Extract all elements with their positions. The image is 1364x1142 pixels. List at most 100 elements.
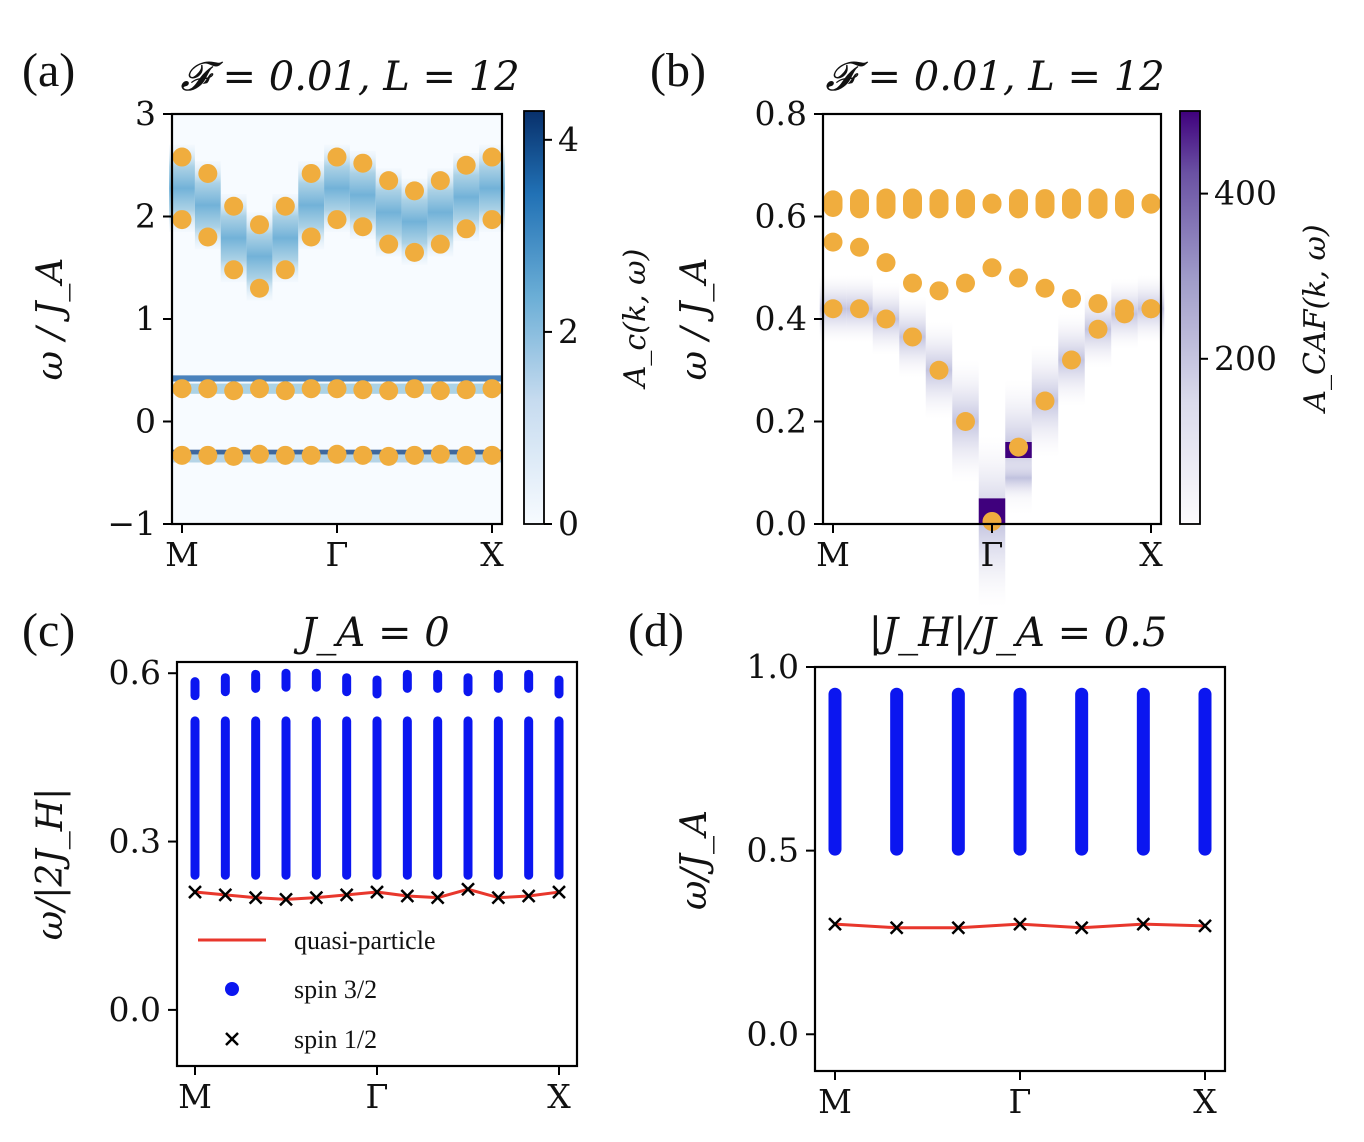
band-marker — [250, 278, 269, 298]
spin32-column — [1198, 687, 1212, 856]
band-marker — [956, 273, 975, 293]
band-marker — [456, 219, 476, 239]
band-marker — [903, 327, 922, 347]
spin32-top-cluster — [220, 673, 230, 697]
y-tick-label: 1.0 — [747, 647, 799, 686]
spin12-marker — [1136, 917, 1151, 931]
x-tick-label: X — [1193, 1082, 1217, 1121]
band-marker — [172, 210, 192, 230]
x-tick-label: Γ — [326, 535, 349, 574]
spin32-top-cluster — [493, 669, 503, 693]
spin12-marker — [218, 887, 233, 902]
y-tick-label: 0.5 — [747, 831, 799, 870]
spin32-column — [1136, 687, 1150, 856]
flat-band-marker — [1009, 189, 1028, 219]
panel-c-legend: quasi-particle spin 3/2 spin 1/2 — [198, 926, 436, 1054]
legend-spin12-label: spin 1/2 — [294, 1025, 377, 1054]
y-tick-label: 0.0 — [755, 504, 807, 543]
colorbar-tick-label: 400 — [1214, 174, 1277, 213]
band-marker — [1035, 391, 1055, 411]
panel-d-plot — [828, 687, 1212, 935]
flat-band-marker — [1141, 193, 1161, 214]
band-marker — [850, 299, 869, 319]
x-tick-label: M — [165, 535, 199, 574]
band-marker — [1088, 319, 1108, 339]
band-marker — [1062, 350, 1081, 370]
y-tick-label: 0.8 — [755, 94, 807, 133]
x-tick-label: X — [1139, 535, 1163, 574]
spin32-top-cluster — [402, 669, 412, 693]
band-marker — [275, 381, 295, 401]
band-marker — [327, 210, 347, 230]
panel-a-ylabel: ω / J_A — [30, 258, 71, 381]
band-marker — [876, 309, 896, 329]
spin32-top-cluster — [433, 669, 443, 693]
spin12-marker — [828, 917, 842, 931]
x-tick-label: M — [816, 535, 850, 574]
x-tick-label: Γ — [981, 535, 1004, 574]
band-marker — [405, 242, 424, 262]
band-marker — [430, 381, 450, 401]
band-marker — [198, 379, 218, 399]
panel-d-label: (d) — [628, 604, 684, 657]
band-marker — [929, 281, 949, 301]
panel-b-band-markers — [823, 188, 1161, 531]
band-marker — [430, 171, 450, 191]
legend-quasi-particle-label: quasi-particle — [294, 926, 436, 955]
x-tick-label: M — [178, 1077, 212, 1116]
band-marker — [379, 171, 399, 191]
band-marker — [430, 444, 450, 464]
band-marker — [456, 445, 476, 465]
spin32-column — [554, 716, 564, 880]
spin32-top-cluster — [524, 669, 534, 693]
band-marker — [198, 445, 218, 465]
spin32-column — [190, 716, 200, 880]
panel-b-colorbar — [1179, 110, 1201, 525]
band-marker — [275, 445, 295, 465]
spin32-top-cluster — [281, 668, 291, 692]
x-tick-label: Γ — [1009, 1082, 1032, 1121]
flat-band-marker — [823, 190, 843, 218]
band-marker — [876, 253, 896, 273]
band-marker — [250, 444, 269, 464]
spin12-marker — [309, 890, 324, 905]
panel-b: (b) 𝓕 = 0.01, L = 12 0.0 0.2 0.4 0.6 0.8 M Γ X… — [650, 44, 1333, 608]
panel-a-colorbar — [523, 110, 545, 525]
x-tick-label: Γ — [366, 1077, 389, 1116]
band-marker — [327, 147, 347, 167]
spin32-top-cluster — [190, 677, 200, 701]
band-marker — [430, 234, 450, 254]
band-marker — [1062, 289, 1081, 308]
band-marker — [275, 196, 295, 216]
band-marker — [301, 379, 321, 399]
spin32-top-cluster — [251, 669, 261, 693]
panel-c-plot — [188, 668, 566, 907]
spin32-top-cluster — [463, 673, 473, 697]
band-marker — [1009, 268, 1028, 288]
spin12-marker — [951, 920, 966, 935]
flat-band-marker — [929, 189, 949, 219]
spin32-top-cluster — [372, 675, 382, 699]
flat-band-marker — [1088, 188, 1108, 219]
heatmap-flat-band — [172, 375, 502, 382]
spin32-column — [524, 716, 534, 880]
band-marker — [379, 234, 399, 254]
panel-b-y-ticks: 0.0 0.2 0.4 0.6 0.8 — [755, 94, 823, 543]
band-marker — [172, 445, 192, 465]
colorbar-tick-label: 2 — [558, 312, 579, 351]
spin12-marker — [400, 889, 415, 903]
flat-band-marker — [1062, 188, 1081, 219]
spin32-column — [951, 687, 965, 856]
band-marker — [405, 445, 424, 465]
panel-c: (c) J_A = 0 0.0 0.3 0.6 M Γ X ω/|2J_H| quasi… — [22, 604, 579, 1116]
spin12-marker — [248, 890, 263, 905]
y-tick-label: 0.6 — [109, 653, 161, 692]
band-marker — [224, 446, 244, 466]
flat-band-marker — [982, 193, 1002, 214]
x-tick-label: X — [480, 535, 504, 574]
spin32-column — [402, 716, 412, 880]
band-marker — [482, 445, 502, 465]
x-tick-label: M — [818, 1082, 852, 1121]
